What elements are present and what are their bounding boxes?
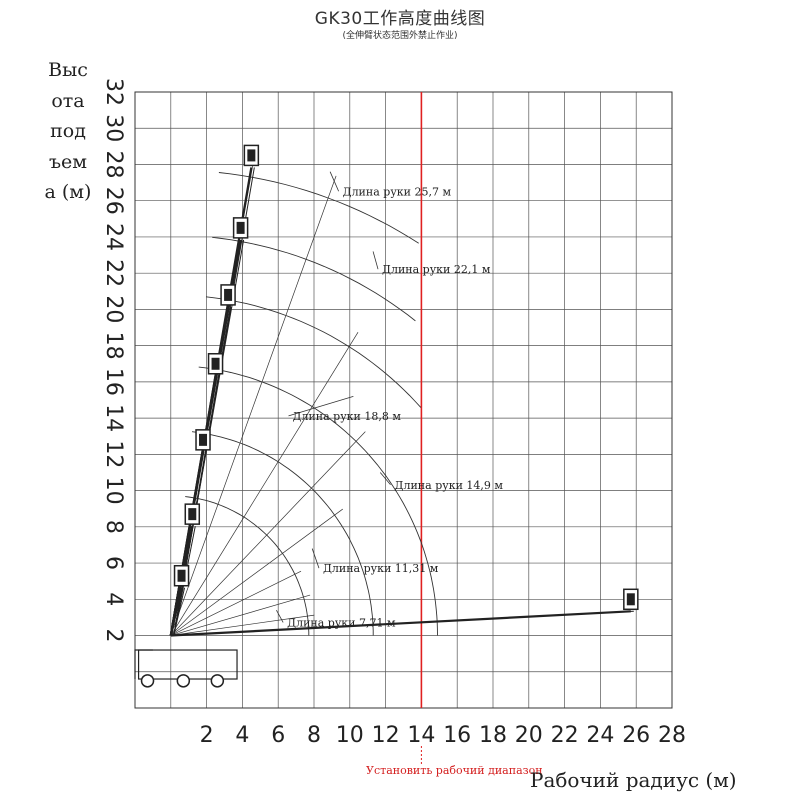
arm-label-leader	[311, 548, 320, 569]
sector-ray	[170, 332, 359, 636]
y-axis-label-line: Выс	[48, 59, 88, 81]
y-tick-label: 16	[101, 368, 126, 396]
truck-wheel	[176, 674, 191, 688]
y-axis-label-line: под	[50, 120, 86, 142]
y-axis-label-line: ъем	[48, 150, 88, 173]
y-tick-label: 22	[101, 259, 126, 287]
y-tick-label: 4	[101, 592, 126, 606]
truck-body	[137, 649, 238, 680]
truck-wheel	[140, 674, 155, 688]
chart-subtitle: (全伸臂状态范围外禁止作业)	[342, 31, 458, 41]
x-tick-label: 22	[551, 723, 579, 748]
platform-operator	[211, 357, 220, 370]
x-axis-label: Рабочий радиус (м)	[530, 768, 737, 792]
sector-ray	[170, 570, 302, 636]
platform-operator	[177, 569, 186, 582]
chart-title: GK30工作高度曲线图	[314, 9, 486, 29]
y-tick-label: 32	[101, 78, 126, 106]
sector-ray	[170, 614, 315, 636]
x-tick-label: 24	[586, 723, 614, 748]
x-tick-label: 4	[235, 723, 249, 748]
x-tick-label: 16	[443, 723, 471, 748]
arm-length-label: Длина руки 25,7 м	[343, 185, 452, 198]
y-tick-label: 12	[101, 440, 126, 468]
arm-label-leader	[288, 395, 354, 417]
x-tick-label-highlighted: 14	[407, 723, 435, 748]
platform-operator	[188, 508, 197, 521]
sector-ray	[170, 508, 343, 636]
arm-length-label: Длина руки 18,8 м	[293, 410, 402, 423]
platform-operator	[247, 149, 256, 162]
platform-operator	[199, 433, 208, 446]
y-tick-label: 24	[101, 223, 126, 251]
y-axis-label-line: а (м)	[44, 181, 92, 203]
x-tick-label: 6	[271, 723, 285, 748]
y-tick-label: 30	[101, 114, 126, 142]
y-tick-label: 28	[101, 150, 126, 178]
boom-arm	[169, 587, 183, 636]
arm-reach-arc	[185, 496, 310, 636]
x-tick-label: 20	[515, 723, 543, 748]
y-axis-label-line: ота	[51, 89, 85, 112]
platform-operator	[236, 221, 245, 234]
truck-wheel	[210, 674, 225, 688]
sector-ray	[170, 175, 337, 636]
y-tick-label: 6	[101, 556, 126, 570]
arm-reach-arc	[191, 431, 374, 636]
plot-frame	[134, 91, 673, 709]
x-tick-label: 2	[200, 723, 214, 748]
working-range-note: Установить рабочий диапазон	[366, 764, 543, 777]
arm-label-leader	[379, 472, 391, 486]
sector-ray	[170, 594, 311, 636]
x-tick-label: 8	[307, 723, 321, 748]
sector-ray	[170, 431, 366, 636]
y-tick-label: 26	[101, 187, 126, 215]
boom-arm-edge	[173, 610, 634, 637]
arm-label-leader	[276, 609, 284, 623]
y-axis-label: Выс ота под ъем а (м)	[38, 55, 98, 208]
y-tick-label: 10	[101, 477, 126, 505]
x-tick-label: 26	[622, 723, 650, 748]
arm-length-label: Длина руки 11,31 м	[323, 562, 439, 575]
x-tick-label: 18	[479, 723, 507, 748]
y-tick-label: 14	[101, 404, 126, 432]
arm-length-label: Длина руки 14,9 м	[395, 479, 504, 492]
y-tick-label: 20	[101, 295, 126, 323]
x-tick-label: 28	[658, 723, 686, 748]
arm-reach-arc	[218, 172, 419, 244]
truck-cab	[134, 649, 153, 680]
arm-reach-arc	[205, 296, 422, 408]
arm-length-label: Длина руки 22,1 м	[382, 263, 491, 276]
boom-arm-edge	[173, 587, 186, 636]
y-tick-label: 18	[101, 332, 126, 360]
y-tick-label: 8	[101, 520, 126, 534]
arm-label-leader	[329, 171, 340, 192]
platform-operator	[224, 288, 233, 301]
platform-operator	[626, 593, 635, 606]
arm-length-label: Длина руки 7,71 м	[287, 616, 396, 629]
x-tick-label: 10	[336, 723, 364, 748]
arm-label-leader	[372, 251, 379, 270]
y-tick-label: 2	[101, 629, 126, 643]
arm-reach-arc	[212, 236, 416, 322]
x-tick-label: 12	[372, 723, 400, 748]
